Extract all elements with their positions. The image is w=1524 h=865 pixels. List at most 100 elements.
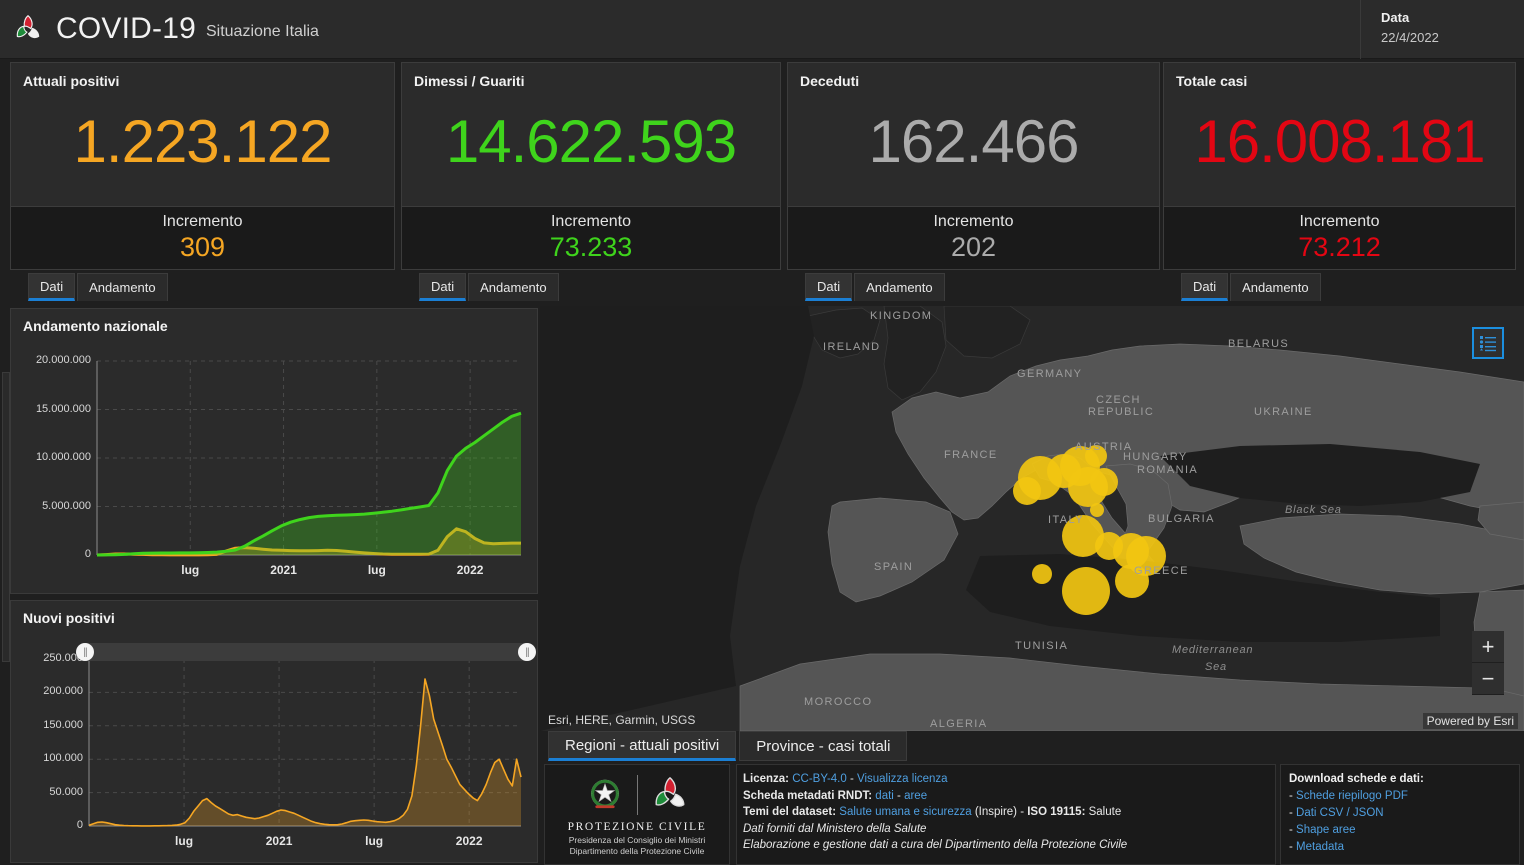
y-axis-tick: 20.000.000 [35, 354, 91, 366]
kpi-value: 16.008.181 [1194, 107, 1485, 175]
x-axis-tick: lug [365, 834, 384, 848]
kpi-label: Attuali positivi [23, 73, 120, 89]
license-line-1: Licenza: CC-BY-4.0 - Visualizza licenza [743, 771, 1275, 788]
download-link[interactable]: Shape aree [1296, 824, 1356, 836]
kpi-row: Attuali positivi 1.223.122 Incremento 309 Da… [0, 59, 1524, 304]
map-basemap [540, 306, 1524, 731]
license-line-5: Elaborazione e gestione dati a cura del … [743, 837, 1275, 854]
map-region-bubble[interactable] [1062, 567, 1110, 615]
map-zoom-controls[interactable]: + − [1472, 631, 1504, 695]
kpi-increment-value: 73.233 [549, 232, 633, 262]
kpi-label: Deceduti [800, 73, 860, 89]
map-tab[interactable]: Province - casi totali [739, 731, 908, 761]
kpi-increment-block: Incremento 73.212 [1164, 206, 1515, 269]
kpi-tab-dati[interactable]: Dati [1181, 273, 1229, 301]
temi-link-salute[interactable]: Salute umana e sicurezza [839, 806, 972, 818]
page-title: COVID-19 [56, 12, 196, 45]
organization-name: PROTEZIONE CIVILE [567, 820, 707, 833]
kpi-tabs-2: Dati Andamento [805, 273, 947, 301]
license-link-view[interactable]: Visualizza licenza [857, 773, 948, 785]
x-axis-tick: lug [175, 834, 194, 848]
kpi-tabs-3: Dati Andamento [1181, 273, 1323, 301]
rndt-link-dati[interactable]: dati [875, 789, 894, 802]
kpi-tab-andamento[interactable]: Andamento [77, 273, 168, 301]
license-link-ccby[interactable]: CC-BY-4.0 [792, 773, 847, 785]
vertical-scrollbar[interactable] [2, 372, 10, 662]
kpi-label: Dimessi / Guariti [414, 73, 525, 89]
kpi-tab-andamento[interactable]: Andamento [468, 273, 559, 301]
kpi-increment-block: Incremento 73.233 [402, 206, 780, 269]
map-tab[interactable]: Regioni - attuali positivi [548, 731, 737, 761]
kpi-tab-dati[interactable]: Dati [419, 273, 467, 301]
page-subtitle: Situazione Italia [205, 23, 319, 40]
range-slider-handle-left[interactable]: || [76, 643, 94, 661]
kpi-tab-andamento[interactable]: Andamento [854, 273, 945, 301]
map-zoom-in-button[interactable]: + [1472, 631, 1504, 663]
y-axis-tick: 10.000.000 [35, 451, 91, 463]
download-link[interactable]: Schede riepilogo PDF [1296, 790, 1408, 802]
y-axis-tick: 0 [84, 548, 91, 560]
map-region-bubble[interactable] [1013, 477, 1041, 505]
map-region-bubble[interactable] [1090, 503, 1104, 517]
elaborazione-note: Elaborazione e gestione dati a cura del … [743, 839, 1128, 851]
download-link[interactable]: Dati CSV / JSON [1296, 807, 1384, 819]
kpi-increment-value: 202 [950, 232, 997, 262]
map-region-bubble[interactable] [1115, 564, 1149, 598]
kpi-label: Totale casi [1176, 73, 1248, 89]
organization-subtitle: Presidenza del Consiglio dei Ministri Di… [569, 835, 706, 857]
download-list-item: - Metadata [1289, 839, 1519, 856]
chart-andamento-nazionale[interactable]: 0 5.000.000 10.000.000 15.000.000 20.000.000… [11, 337, 539, 593]
kpi-tabs-0: Dati Andamento [28, 273, 170, 301]
license-line-4: Dati forniti dal Ministero della Salute [743, 821, 1275, 838]
map-view[interactable]: KINGDOM IRELAND GERMANY BELARUS CZECH REPUBLI… [540, 306, 1524, 731]
date-value: 22/4/2022 [1381, 30, 1439, 45]
kpi-increment-value: 73.212 [1298, 232, 1381, 262]
chart-series-line [96, 527, 521, 557]
map-tabs: Regioni - attuali positivi Province - cas… [548, 731, 910, 761]
map-region-bubble[interactable] [1090, 468, 1118, 496]
kpi-tab-andamento[interactable]: Andamento [1230, 273, 1321, 301]
x-axis-tick: 2022 [455, 834, 483, 848]
chart-svg [88, 658, 522, 827]
chart-series-line [96, 411, 522, 557]
temi-mid: (Inspire) - [971, 806, 1028, 818]
download-block: Download schede e dati: - Schede riepilo… [1280, 764, 1520, 865]
date-label: Data [1381, 10, 1410, 25]
protezione-civile-logo-icon [654, 776, 684, 807]
rndt-link-aree[interactable]: aree [904, 789, 928, 802]
license-line-3: Temi del dataset: Salute umana e sicurez… [743, 804, 1275, 821]
italy-emblem-icon [590, 779, 619, 808]
footer: PROTEZIONE CIVILE Presidenza del Consigl… [540, 764, 1524, 865]
date-panel: Data 22/4/2022 [1360, 0, 1524, 59]
x-axis-tick: 2021 [270, 563, 297, 577]
range-slider-handle-right[interactable]: || [518, 643, 536, 661]
chart-nuovi-positivi[interactable]: 0 50.000 100.000 150.000 200.000 250.000 lug 20… [11, 627, 539, 864]
y-axis-tick: 150.000 [43, 718, 83, 731]
legend-list-icon[interactable] [1472, 327, 1504, 359]
kpi-value: 1.223.122 [73, 107, 333, 175]
sep: - [893, 789, 905, 802]
kpi-card-3: Totale casi 16.008.181 Incremento 73.212 [1163, 62, 1516, 270]
ministero-note: Dati forniti dal Ministero della Salute [743, 822, 927, 835]
map-zoom-out-button[interactable]: − [1472, 663, 1504, 695]
download-link[interactable]: Metadata [1296, 841, 1344, 853]
panel-andamento-nazionale: Andamento nazionale 0 5.000.000 10.000.000… [10, 308, 538, 594]
kpi-increment-label: Incremento [1299, 213, 1380, 230]
map-region-bubble[interactable] [1085, 445, 1107, 467]
y-axis-tick: 100.000 [43, 752, 83, 765]
iso-label: ISO 19115: [1027, 806, 1086, 818]
y-axis-tick: 0 [76, 819, 83, 831]
panel-title-andamento-nazionale: Andamento nazionale [23, 318, 168, 334]
map-region-bubble[interactable] [1032, 564, 1052, 584]
license-line-2: Scheda metadati RNDT: dati - aree [743, 788, 1275, 805]
chart-svg [96, 360, 522, 557]
download-list-item: - Dati CSV / JSON [1289, 805, 1519, 822]
kpi-increment-block: Incremento 309 [11, 206, 394, 269]
y-axis-tick: 5.000.000 [42, 499, 91, 512]
x-axis-tick: 2022 [456, 563, 484, 577]
range-slider-track[interactable] [85, 643, 529, 661]
kpi-tab-dati[interactable]: Dati [28, 273, 76, 301]
panel-nuovi-positivi: Nuovi positivi 0 50.000 100.000 150.000 200.… [10, 600, 538, 863]
kpi-tab-dati[interactable]: Dati [805, 273, 853, 301]
map-attribution: Esri, HERE, Garmin, USGS [548, 713, 696, 727]
